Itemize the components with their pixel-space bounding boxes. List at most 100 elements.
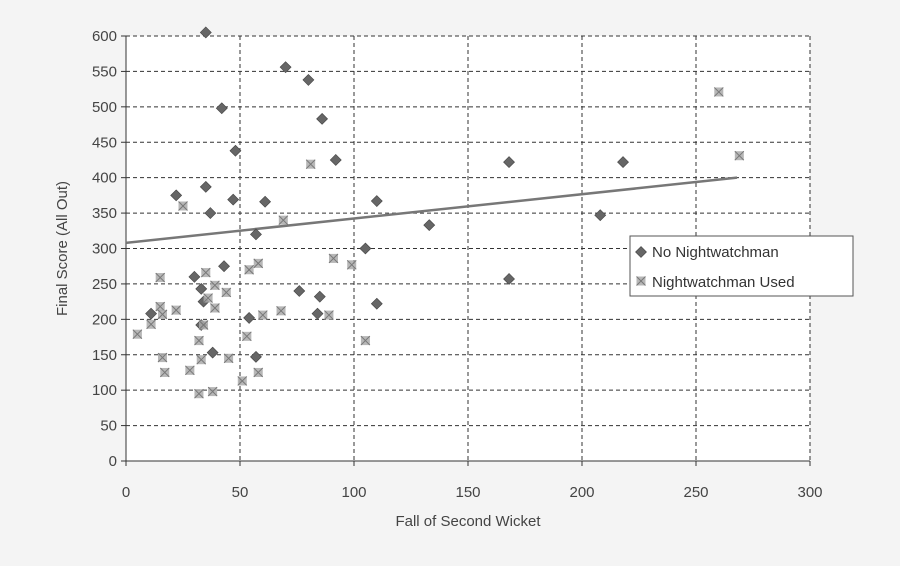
y-tick-label: 250	[92, 276, 117, 293]
data-point	[132, 329, 143, 340]
y-tick-label: 550	[92, 63, 117, 80]
data-point	[328, 253, 339, 264]
data-point	[734, 150, 745, 161]
data-point	[257, 310, 268, 320]
data-point	[278, 215, 289, 226]
data-point	[276, 305, 286, 316]
series-1	[132, 87, 745, 399]
data-point	[279, 61, 292, 74]
data-point	[316, 112, 329, 125]
y-tick-label: 0	[109, 453, 117, 470]
data-point	[170, 189, 183, 202]
data-point	[346, 259, 357, 270]
data-point	[503, 156, 515, 169]
data-point	[194, 388, 204, 399]
data-point	[293, 285, 306, 297]
data-point	[243, 311, 256, 324]
data-point	[203, 293, 213, 303]
data-point	[196, 354, 207, 365]
y-tick-label: 400	[92, 170, 117, 187]
data-point	[178, 201, 188, 211]
data-point	[250, 228, 262, 241]
y-tick-label: 500	[92, 99, 117, 116]
trendline-line	[125, 176, 738, 245]
data-point	[503, 273, 515, 285]
y-tick-label: 200	[92, 311, 117, 328]
data-point	[184, 365, 195, 376]
data-point	[145, 307, 158, 320]
trendline	[125, 176, 738, 245]
data-point	[204, 207, 217, 220]
data-point	[195, 282, 208, 295]
data-point	[157, 309, 168, 320]
data-point	[253, 367, 264, 378]
data-point	[215, 102, 228, 115]
y-tick-label: 100	[92, 382, 117, 399]
data-point	[259, 195, 272, 208]
x-tick-label: 300	[797, 484, 822, 501]
y-tick-label: 450	[92, 134, 117, 151]
data-point	[206, 346, 219, 359]
data-point	[370, 195, 383, 207]
y-axis-label: Final Score (All Out)	[54, 181, 71, 316]
data-point	[229, 144, 242, 157]
tick-labels: 0 50 100 150 200 250 300 350 400 450 500 550 600 0 50 1…	[92, 28, 823, 501]
data-point	[200, 267, 211, 278]
data-point	[253, 258, 264, 269]
data-point	[360, 335, 371, 346]
data-point	[359, 242, 372, 255]
data-point	[241, 331, 252, 342]
data-point	[594, 209, 607, 222]
data-point	[250, 350, 262, 363]
data-point	[159, 367, 170, 378]
x-tick-label: 150	[455, 484, 480, 501]
data-point	[218, 260, 230, 273]
legend-label-no-nightwatchman: No Nightwatchman	[652, 244, 779, 261]
data-point	[324, 310, 334, 320]
data-point	[221, 287, 232, 298]
data-point	[155, 301, 166, 312]
x-tick-label: 50	[232, 484, 249, 501]
y-tick-label: 150	[92, 347, 117, 364]
legend-label-nightwatchman-used: Nightwatchman Used	[652, 274, 795, 291]
x-tick-label: 0	[122, 484, 130, 501]
legend-marker-nightwatchman-used	[636, 276, 646, 286]
data-point	[370, 297, 383, 310]
data-point	[237, 376, 248, 386]
x-axis-label: Fall of Second Wicket	[395, 513, 541, 530]
data-point	[329, 154, 342, 166]
axes	[121, 35, 811, 466]
y-tick-label: 350	[92, 205, 117, 222]
legend-x-marker	[636, 276, 646, 286]
y-tick-label: 300	[92, 241, 117, 258]
data-point	[223, 353, 234, 364]
data-point	[713, 87, 724, 97]
data-point	[210, 280, 220, 291]
data-point	[423, 219, 436, 232]
y-tick-label: 600	[92, 28, 117, 45]
data-point	[199, 180, 212, 193]
data-point	[311, 307, 324, 320]
data-point	[617, 156, 629, 169]
legend-marker-no-nightwatchman	[635, 246, 647, 258]
x-tick-label: 200	[569, 484, 594, 501]
legend-box	[629, 235, 854, 297]
data-point	[244, 264, 254, 275]
data-point	[146, 319, 156, 330]
y-tick-label: 50	[100, 418, 117, 435]
data-point	[305, 159, 316, 170]
data-point	[313, 290, 326, 303]
data-points	[132, 26, 745, 399]
data-point	[227, 193, 240, 206]
data-point	[302, 73, 315, 86]
data-point	[207, 386, 218, 397]
data-point	[155, 272, 166, 283]
series-0	[145, 26, 629, 363]
data-point	[157, 352, 168, 363]
x-tick-label: 100	[341, 484, 366, 501]
data-point	[188, 270, 201, 283]
legend: No Nightwatchman Nightwatchman Used	[629, 235, 854, 297]
data-point	[198, 320, 209, 330]
data-point	[210, 303, 220, 313]
